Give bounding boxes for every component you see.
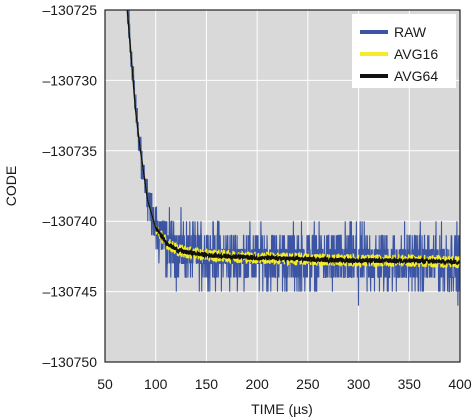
y-tick-label: –130730 [42, 72, 97, 88]
x-tick-label: 200 [245, 376, 269, 392]
y-tick-label: –130740 [42, 213, 97, 229]
y-tick-label: –130745 [42, 284, 97, 300]
x-tick-label: 100 [144, 376, 168, 392]
y-tick-label: –130725 [42, 2, 97, 18]
y-tick-label: –130750 [42, 354, 97, 370]
legend-label-avg16: AVG16 [394, 46, 438, 62]
series-avg64-line [126, 10, 460, 267]
x-tick-label: 50 [97, 376, 113, 392]
x-axis-label: TIME (µs) [251, 401, 313, 417]
x-tick-labels: 50 100 150 200 250 300 350 400 [97, 376, 472, 392]
x-tick-label: 150 [195, 376, 219, 392]
legend-label-avg64: AVG64 [394, 68, 438, 84]
y-axis-label: CODE [3, 166, 19, 206]
series-layer [126, 10, 460, 306]
series-raw-line [126, 10, 460, 306]
x-tick-label: 300 [347, 376, 371, 392]
x-tick-label: 250 [296, 376, 320, 392]
y-tick-label: –130735 [42, 143, 97, 159]
plot-frame [104, 9, 461, 363]
legend-label-raw: RAW [394, 24, 427, 40]
y-tick-labels: –130725 –130730 –130735 –130740 –130745 –1307… [42, 2, 97, 370]
x-tick-label: 350 [398, 376, 422, 392]
legend: RAW AVG16 AVG64 [352, 14, 456, 88]
x-tick-label: 400 [448, 376, 472, 392]
